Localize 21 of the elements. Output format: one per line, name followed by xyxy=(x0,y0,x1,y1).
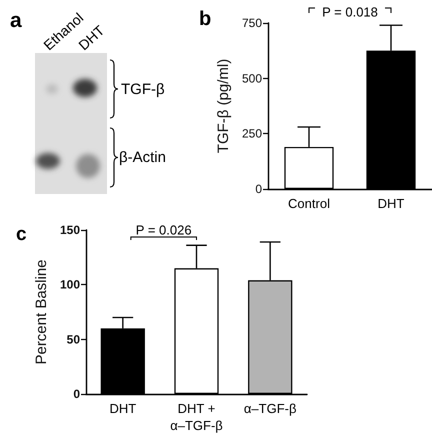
y-tick-label: 0 xyxy=(255,182,262,196)
annotation: P = 0.026 xyxy=(136,222,192,238)
y-tick-label: 500 xyxy=(242,71,262,86)
y-tick-label: 750 xyxy=(242,16,262,30)
x-tick-label: Control xyxy=(288,196,330,211)
text: β-Actin xyxy=(119,149,166,166)
text: P = 0.018 xyxy=(322,4,378,20)
text: TGF-β xyxy=(121,81,165,98)
y-axis-title: TGF-β (pg/ml) xyxy=(215,58,232,154)
y-tick-label: 250 xyxy=(242,126,262,141)
y-axis-title: Percent Basline xyxy=(33,259,50,365)
y-tick-label: 50 xyxy=(66,332,80,346)
text: a xyxy=(10,9,22,32)
chart-title: c xyxy=(16,224,27,245)
y-tick-label: 0 xyxy=(73,387,80,401)
x-tick-label: DHT xyxy=(109,401,136,416)
chart-title: b xyxy=(199,8,212,30)
y-tick-label: 150 xyxy=(60,223,80,237)
x-tick-label: α–TGF-β xyxy=(244,401,296,416)
y-tick-label: 100 xyxy=(60,278,80,292)
x-tick-label: DHT + α–TGF-β xyxy=(170,401,223,433)
